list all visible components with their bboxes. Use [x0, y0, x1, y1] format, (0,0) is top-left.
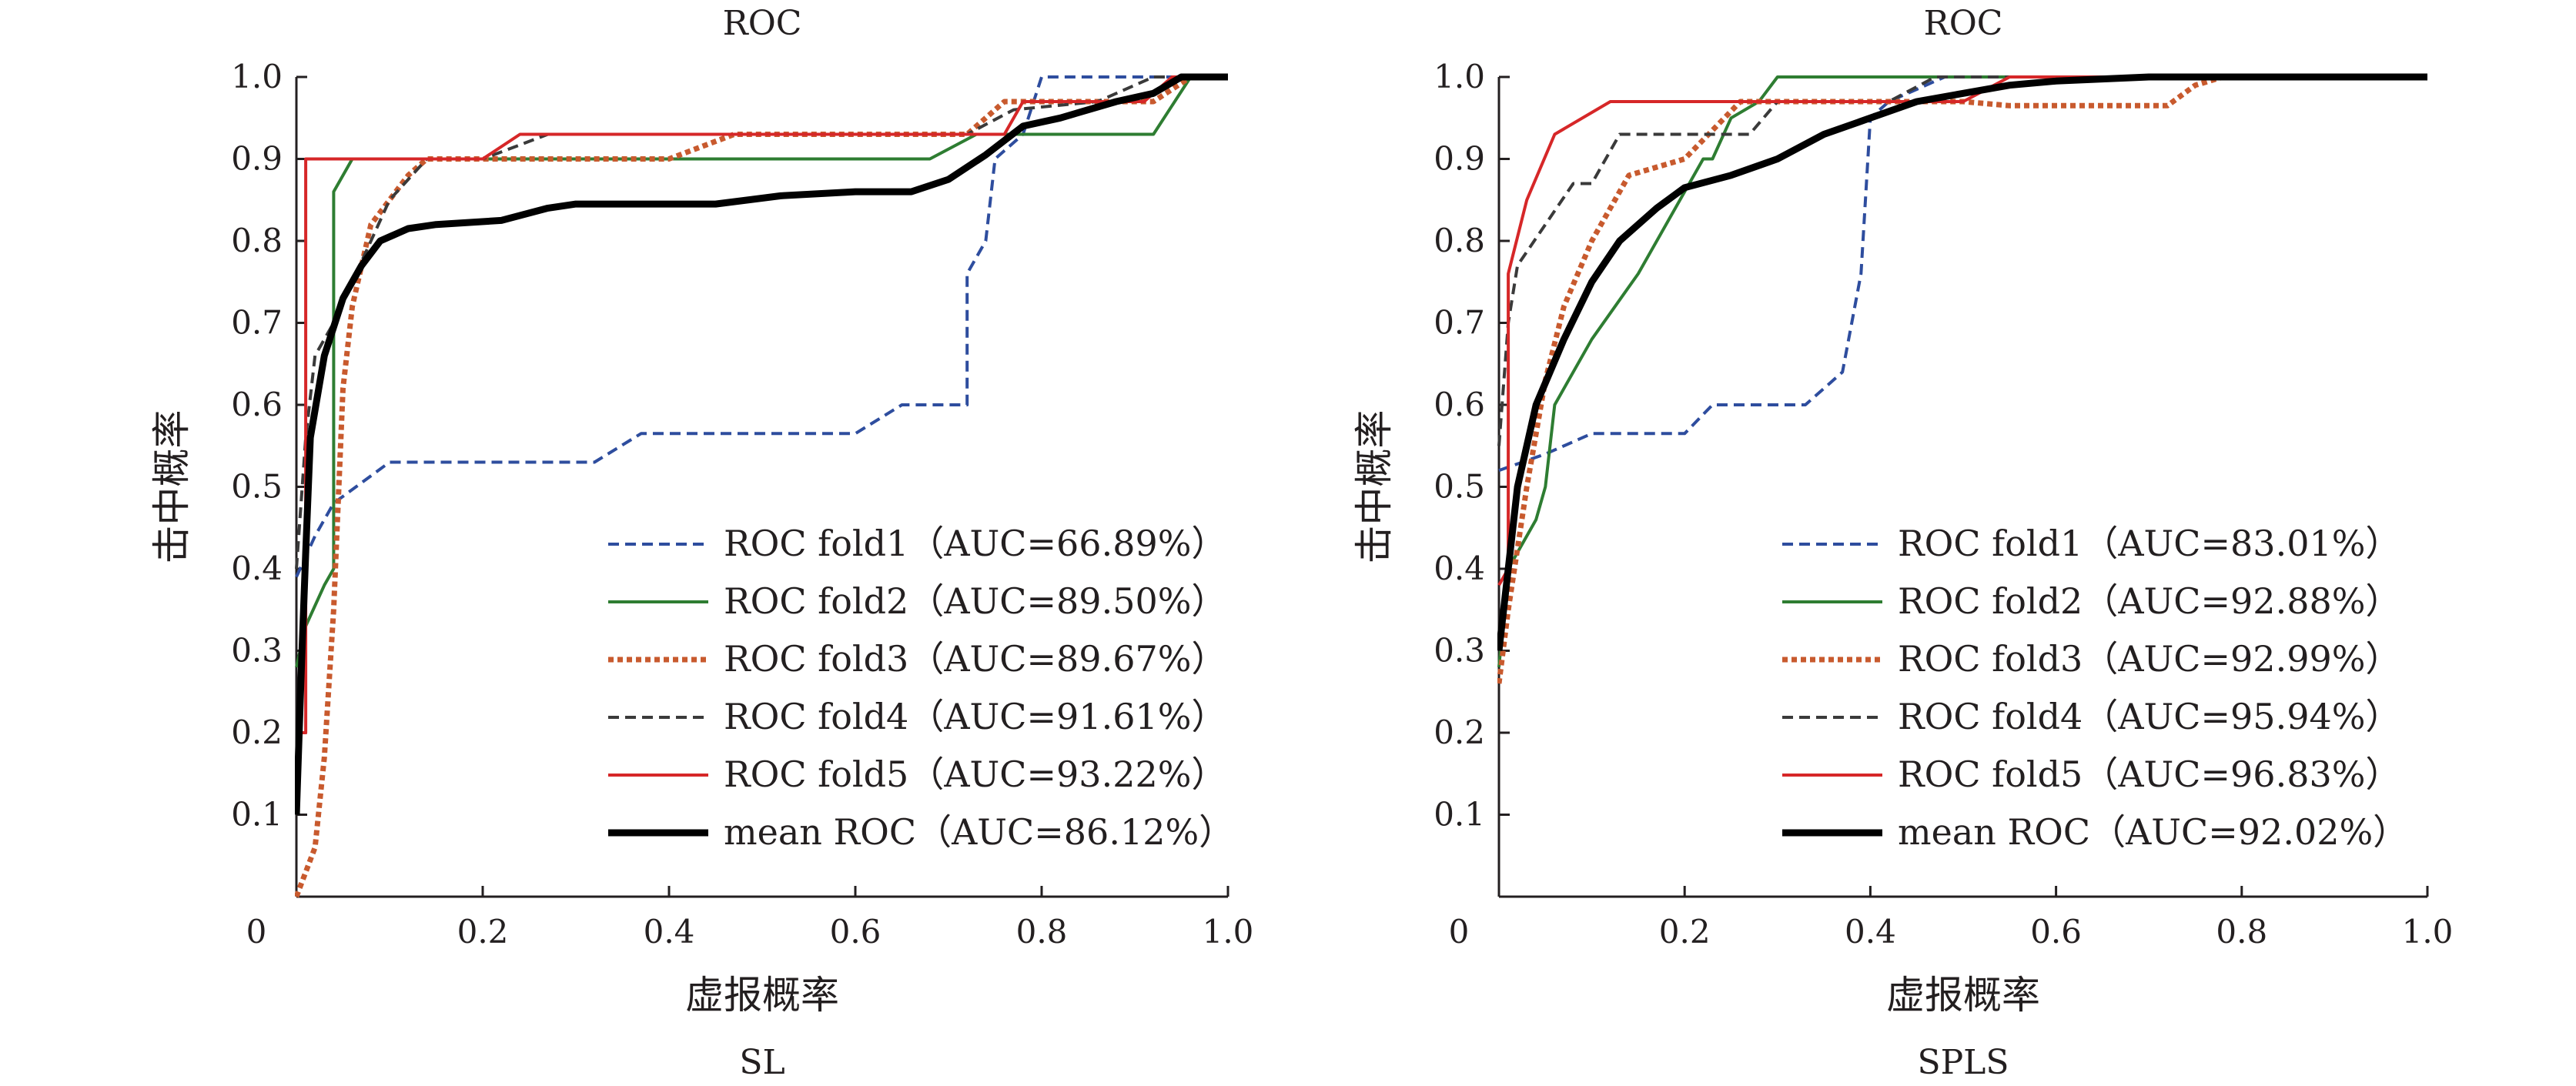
x-tick-label: 1.0 [2402, 913, 2454, 951]
y-tick-label: 0.3 [1434, 632, 1485, 670]
legend-entry: ROC fold1（AUC=83.01%） [1898, 523, 2400, 564]
legend-entry: ROC fold4（AUC=91.61%） [724, 696, 1226, 737]
y-axis-label: 击中概率 [149, 410, 194, 564]
legend-series-name: ROC fold4 [724, 696, 908, 737]
panel-caption: SPLS [1917, 1043, 2009, 1082]
x-tick-label: 0 [1449, 913, 1470, 951]
y-tick-label: 0.2 [1434, 713, 1485, 751]
x-tick-label: 0.6 [830, 913, 882, 951]
series-line-roc-fold3 [1497, 74, 2427, 684]
y-tick-label: 0.5 [1434, 468, 1485, 506]
legend-entry: ROC fold4（AUC=95.94%） [1898, 696, 2400, 737]
panel-caption: SL [739, 1043, 785, 1082]
y-tick-label: 0.6 [1434, 386, 1485, 423]
series-line-roc-fold2 [1497, 75, 2427, 667]
y-tick-label: 0.5 [231, 468, 283, 506]
legend: ROC fold1（AUC=66.89%）ROC fold2（AUC=89.50… [608, 523, 1234, 853]
legend-auc: （AUC=92.88%） [2083, 580, 2400, 622]
x-axis-label: 虚报概率 [1886, 973, 2040, 1017]
legend-entry: ROC fold3（AUC=89.67%） [724, 638, 1226, 680]
legend-series-name: ROC fold2 [724, 580, 908, 622]
y-tick-label: 1.0 [231, 58, 283, 95]
y-tick-label: 0.8 [1434, 222, 1485, 259]
y-tick-label: 0.9 [231, 140, 283, 178]
legend-auc: （AUC=66.89%） [908, 523, 1226, 564]
y-axis-label: 击中概率 [1352, 410, 1397, 564]
x-tick-label: 0.6 [2030, 913, 2082, 951]
legend-series-name: ROC fold5 [724, 754, 908, 795]
series-line-roc-fold1 [295, 75, 1228, 578]
legend-auc: （AUC=89.67%） [908, 638, 1226, 680]
legend-series-name: ROC fold1 [724, 523, 908, 564]
legend-auc: （AUC=92.99%） [2083, 638, 2400, 680]
series-line-roc-fold4 [1497, 75, 2427, 446]
legend-series-name: ROC fold3 [1898, 638, 2083, 680]
legend-auc: （AUC=91.61%） [908, 696, 1226, 737]
y-tick-label: 0.4 [231, 550, 283, 587]
series-line-mean-roc [295, 73, 1228, 815]
x-tick-label: 0.8 [2216, 913, 2267, 951]
legend-entry: ROC fold5（AUC=96.83%） [1898, 754, 2400, 795]
y-tick-label: 0.3 [231, 632, 283, 670]
x-tick-label: 0.8 [1016, 913, 1068, 951]
x-tick-label: 1.0 [1203, 913, 1254, 951]
roc-panel-1: ROC 0.1 0.2 0.3 0.4 0.5 0.6 0.7 0.8 0.9 1.0 0 0.2 0.4… [149, 4, 1253, 1082]
legend-entry: ROC fold2（AUC=92.88%） [1898, 580, 2400, 622]
chart-title: ROC [1924, 4, 2003, 43]
legend-auc: （AUC=96.83%） [2083, 754, 2400, 795]
chart-title: ROC [723, 4, 802, 43]
series-line-roc-fold4 [295, 75, 1228, 570]
y-tick-label: 0.9 [1434, 140, 1485, 178]
series-line-mean-roc [1497, 73, 2427, 652]
legend-entry: mean ROC（AUC=86.12%） [724, 811, 1234, 853]
legend-series-name: ROC fold2 [1898, 580, 2083, 622]
legend: ROC fold1（AUC=83.01%）ROC fold2（AUC=92.88… [1782, 523, 2408, 853]
x-tick-label: 0.4 [644, 913, 695, 951]
y-tick-label: 0.8 [231, 222, 283, 259]
y-tick-label: 0.7 [1434, 304, 1485, 342]
legend-auc: （AUC=86.12%） [916, 811, 1234, 853]
legend-entry: ROC fold3（AUC=92.99%） [1898, 638, 2400, 680]
x-tick-label: 0 [246, 913, 267, 951]
legend-entry: ROC fold2（AUC=89.50%） [724, 580, 1226, 622]
legend-entry: mean ROC（AUC=92.02%） [1898, 811, 2408, 853]
y-tick-label: 0.6 [231, 386, 283, 423]
x-axis-label: 虚报概率 [685, 973, 839, 1017]
y-tick-label: 0.1 [1434, 796, 1485, 834]
y-tick-label: 1.0 [1434, 58, 1485, 95]
x-tick-label: 0.2 [457, 913, 509, 951]
y-tick-label: 0.7 [231, 304, 283, 342]
y-tick-label: 0.1 [231, 796, 283, 834]
legend-entry: ROC fold5（AUC=93.22%） [724, 754, 1226, 795]
legend-auc: （AUC=83.01%） [2083, 523, 2400, 564]
legend-series-name: mean ROC [1898, 811, 2090, 853]
legend-series-name: ROC fold5 [1898, 754, 2083, 795]
y-tick-label: 0.4 [1434, 550, 1485, 587]
series-line-roc-fold2 [295, 75, 1228, 668]
x-tick-label: 0.2 [1659, 913, 1711, 951]
legend-series-name: ROC fold1 [1898, 523, 2083, 564]
legend-series-name: mean ROC [724, 811, 916, 853]
legend-series-name: ROC fold4 [1898, 696, 2083, 737]
legend-auc: （AUC=92.02%） [2090, 811, 2408, 853]
legend-auc: （AUC=89.50%） [908, 580, 1226, 622]
legend-series-name: ROC fold3 [724, 638, 908, 680]
y-tick-label: 0.2 [231, 713, 283, 751]
series-line-roc-fold5 [1497, 75, 2427, 586]
legend-auc: （AUC=93.22%） [908, 754, 1226, 795]
legend-auc: （AUC=95.94%） [2083, 696, 2400, 737]
roc-panel-2: ROC 0.1 0.2 0.3 0.4 0.5 0.6 0.7 0.8 0.9 1.0 0 0.2 0.4… [1352, 4, 2453, 1082]
x-tick-label: 0.4 [1845, 913, 1896, 951]
series-line-roc-fold5 [296, 75, 1228, 734]
legend-entry: ROC fold1（AUC=66.89%） [724, 523, 1226, 564]
